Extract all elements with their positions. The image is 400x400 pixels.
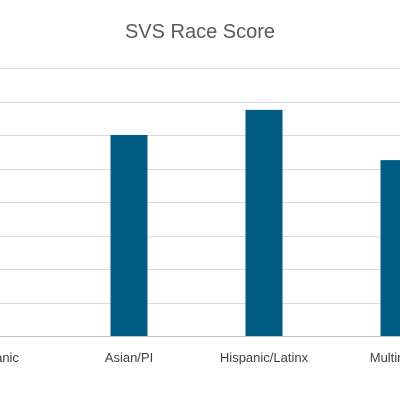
x-tick-label: Hispanic (0, 350, 19, 365)
bar (380, 160, 400, 336)
chart-title: SVS Race Score (125, 21, 275, 43)
bar (245, 109, 283, 336)
bars (110, 109, 400, 336)
x-tick-label: Asian/PI (105, 350, 153, 365)
category-labels: Hispanic Asian/PI Hispanic/Latinx Multiraci… (0, 350, 400, 365)
x-tick-label: Hispanic/Latinx (220, 350, 309, 365)
gridlines (0, 68, 400, 337)
x-tick-label: Multiracial (370, 350, 400, 365)
bar (110, 135, 148, 336)
